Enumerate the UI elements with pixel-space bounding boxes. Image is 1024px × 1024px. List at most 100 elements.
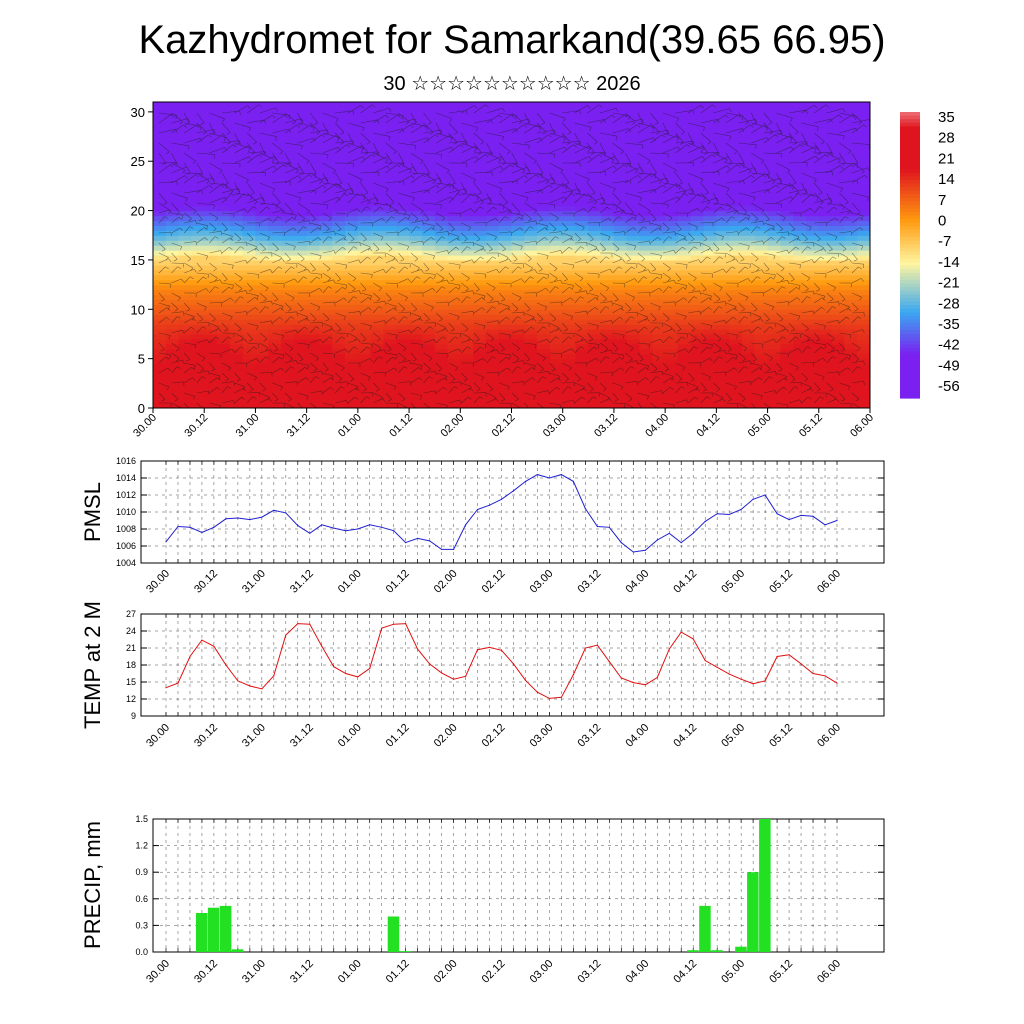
x-tick-label: 03.00 (528, 568, 556, 596)
data-point (417, 537, 419, 540)
data-point (393, 530, 395, 532)
data-point (776, 513, 778, 515)
x-tick-label: 06.00 (815, 568, 843, 596)
x-tick-label: 01.12 (384, 958, 412, 986)
colorbar: 35 28 21 14 7 0 -7 -14 -21 -28 -35 -42 -49 -56 (900, 109, 960, 399)
data-point (560, 474, 563, 476)
wind-barbs (158, 104, 870, 408)
precip-panel: 0.0 0.3 0.6 0.9 1.2 1.5 30.00 30.12 31.00 31.12 01… (80, 814, 885, 986)
data-point (584, 508, 587, 510)
data-point (321, 524, 323, 526)
precip-bar (735, 946, 747, 952)
x-tick-label: 03.12 (592, 412, 620, 440)
data-point (357, 528, 359, 530)
temp-panel: 9 12 15 18 21 24 27 30.00 30.12 31.00 31.12 01.00 01… (80, 601, 885, 750)
data-point (752, 498, 754, 500)
x-tick-label: 05.00 (719, 958, 747, 986)
y-tick-label: 15 (126, 677, 136, 687)
panel-frame (152, 818, 885, 953)
colorbar-label: -56 (938, 378, 960, 395)
x-tick-label: 31.12 (288, 722, 316, 750)
data-point (560, 696, 563, 698)
x-tick-label: 04.12 (695, 412, 723, 440)
data-point (788, 654, 790, 656)
data-point (656, 539, 658, 541)
data-point (321, 645, 323, 647)
x-tick-label: 02.12 (480, 568, 508, 596)
x-tick-label: 02.12 (490, 412, 518, 440)
y-tick-label: 0 (138, 401, 145, 416)
precip-bar (219, 905, 232, 952)
data-point (297, 623, 299, 625)
x-tick-label: 01.00 (336, 722, 364, 750)
data-point (453, 548, 455, 551)
x-tick-label: 01.12 (384, 722, 412, 750)
cross-section-panel: 0 5 10 15 20 25 30 30.00 30.12 31.00 31.12 01.00 01.… (131, 101, 876, 440)
y-tick-label: 0.3 (135, 920, 148, 930)
x-tick-label: 02.00 (432, 722, 460, 750)
precip-bar (399, 951, 412, 952)
y-tick-label: 27 (126, 609, 136, 619)
data-point (237, 517, 239, 519)
data-point (476, 508, 479, 511)
data-point (500, 649, 503, 651)
data-point (273, 675, 275, 677)
x-tick-label: 30.00 (144, 958, 172, 986)
data-point (165, 541, 167, 543)
x-tick-label: 05.00 (719, 568, 747, 596)
x-tick-label: 04.00 (623, 568, 651, 596)
y-tick-label: 1016 (116, 456, 136, 466)
x-tick-label: 06.00 (815, 722, 843, 750)
x-tick-label: 01.00 (336, 568, 364, 596)
data-point (704, 659, 706, 662)
x-tick-label: 01.00 (336, 958, 364, 986)
y-tick-label: 1008 (116, 524, 136, 534)
data-point (800, 663, 802, 665)
x-tick-label: 31.12 (288, 568, 316, 596)
colorbar-label: -7 (938, 233, 951, 250)
data-point (249, 685, 251, 687)
x-tick-label: 02.12 (480, 958, 508, 986)
data-point (488, 504, 491, 506)
x-tick-label: 02.00 (432, 568, 460, 596)
precip-bar (711, 950, 723, 952)
y-tick-label: 12 (126, 694, 136, 704)
y-tick-label: 0.6 (135, 894, 148, 904)
data-point (620, 677, 622, 679)
data-point (524, 679, 527, 681)
data-point (285, 512, 287, 514)
x-tick-label: 31.00 (240, 958, 268, 986)
data-point (357, 676, 359, 678)
data-point (728, 513, 730, 516)
x-tick-label: 05.12 (767, 958, 795, 986)
data-point (369, 667, 371, 670)
x-tick-label: 04.00 (643, 412, 671, 440)
data-point (237, 680, 239, 682)
x-tick-label: 01.12 (387, 412, 415, 440)
y-tick-label: 1.5 (135, 814, 148, 824)
data-point (189, 655, 191, 658)
precip-bar (387, 916, 400, 952)
data-point (812, 672, 814, 675)
colorbar-label: 28 (938, 130, 955, 147)
colorbar-label: -14 (938, 254, 960, 271)
data-point (548, 477, 551, 479)
data-point (345, 672, 347, 675)
x-tick-label: 30.12 (192, 958, 220, 986)
data-point (584, 647, 587, 649)
data-point (177, 525, 179, 528)
y-axis-title: PMSL (80, 482, 105, 542)
data-point (381, 526, 383, 528)
data-point (656, 676, 658, 679)
x-tick-label: 05.12 (767, 722, 795, 750)
y-tick-label: 1.2 (135, 841, 148, 851)
data-point (261, 516, 263, 518)
data-point (764, 494, 766, 496)
data-point (680, 542, 682, 544)
data-point (405, 542, 407, 544)
x-tick-label: 06.00 (815, 958, 843, 986)
data-point (824, 524, 826, 526)
y-tick-label: 1006 (116, 541, 136, 551)
data-point (836, 519, 838, 522)
